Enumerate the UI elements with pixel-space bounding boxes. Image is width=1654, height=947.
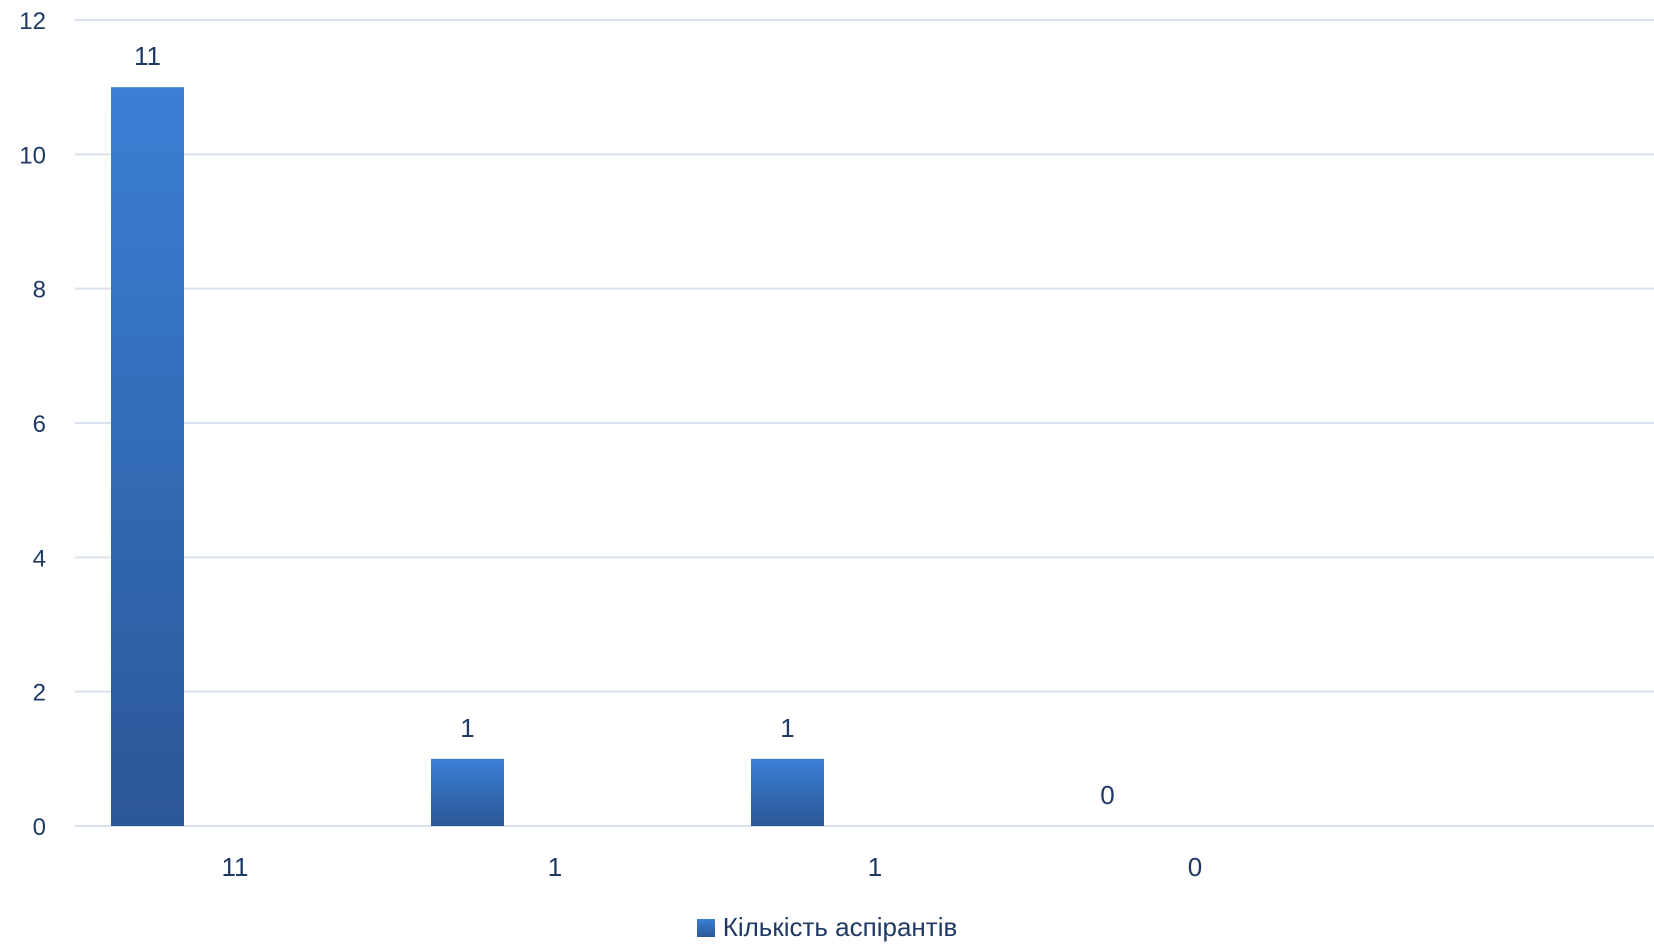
y-tick-label: 10 — [19, 142, 46, 169]
y-tick-label: 0 — [33, 814, 46, 841]
bar — [431, 758, 504, 826]
legend: Кількість аспірантів — [0, 912, 1654, 943]
bar — [111, 87, 184, 826]
legend-label: Кількість аспірантів — [722, 912, 958, 942]
data-label: 0 — [1100, 780, 1114, 810]
x-tick-label: 1 — [868, 852, 882, 882]
bar — [751, 758, 824, 826]
legend-swatch — [696, 918, 715, 937]
x-tick-label: 0 — [1188, 852, 1202, 882]
y-tick-label: 6 — [33, 411, 46, 438]
data-label: 1 — [460, 713, 474, 743]
y-tick-label: 4 — [33, 545, 46, 572]
y-tick-label: 2 — [33, 680, 46, 707]
y-tick-label: 12 — [19, 8, 46, 35]
x-axis-ticks: 11 1 1 0 — [222, 852, 1203, 882]
data-label: 1 — [780, 713, 794, 743]
gridlines — [75, 19, 1654, 827]
data-label: 11 — [134, 41, 161, 71]
bars: 111 10 — [111, 41, 1115, 826]
x-tick-label: 1 — [548, 852, 562, 882]
x-tick-label: 11 — [222, 852, 249, 882]
y-tick-label: 8 — [33, 277, 46, 304]
y-axis-ticks: 0 2 4 6 8 10 12 — [19, 8, 46, 841]
